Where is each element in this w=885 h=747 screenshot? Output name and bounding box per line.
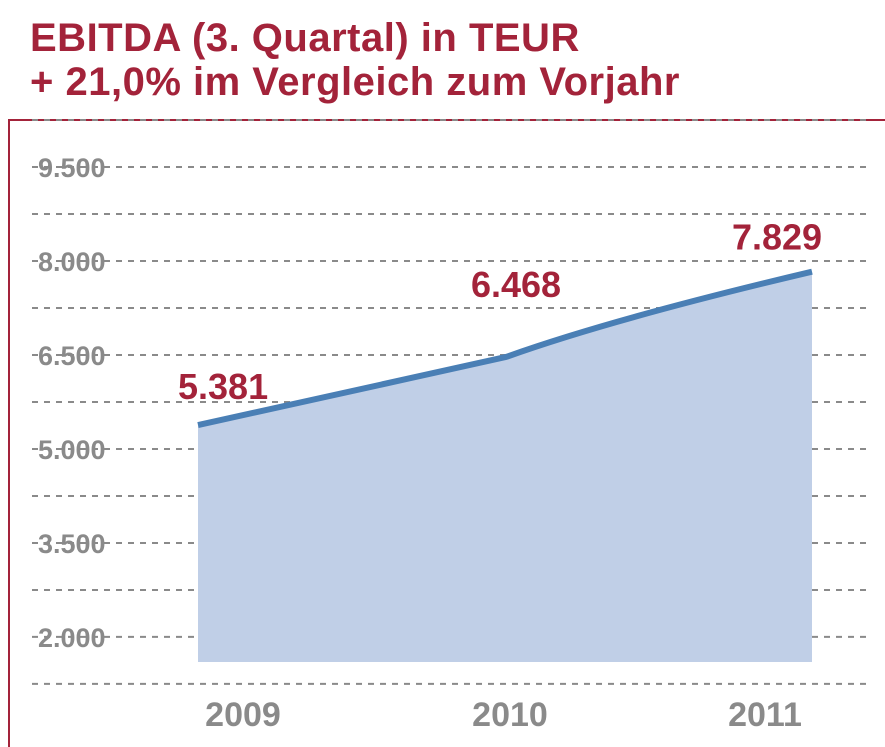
data-label: 5.381 xyxy=(178,366,268,407)
chart-title-line-1: EBITDA (3. Quartal) in TEUR xyxy=(30,16,580,60)
title-divider-rule xyxy=(8,119,885,121)
y-tick-label: 2.000 xyxy=(38,623,106,653)
area-layer xyxy=(198,271,812,662)
left-frame-rule xyxy=(8,119,10,747)
chart-title-line-2: + 21,0% im Vergleich zum Vorjahr xyxy=(30,60,680,104)
x-tick-label: 2009 xyxy=(205,696,281,734)
series-line xyxy=(197,268,813,429)
y-tick-label: 6.500 xyxy=(38,341,106,371)
x-tick-labels: 2009 2010 2011 xyxy=(205,696,802,734)
data-labels: 5.381 6.468 7.829 xyxy=(178,217,822,407)
y-tick-label: 9.500 xyxy=(38,153,106,183)
data-label: 6.468 xyxy=(471,264,561,305)
data-label: 7.829 xyxy=(732,217,822,258)
area-fill xyxy=(198,271,812,662)
line-layer xyxy=(197,268,813,429)
y-tick-labels: 2.000 3.500 5.000 6.500 8.000 9.500 xyxy=(38,153,106,653)
chart-title: EBITDA (3. Quartal) in TEUR + 21,0% im V… xyxy=(30,16,870,104)
y-tick-label: 3.500 xyxy=(38,529,106,559)
y-tick-label: 8.000 xyxy=(38,247,106,277)
y-tick-label: 5.000 xyxy=(38,435,106,465)
x-tick-label: 2010 xyxy=(472,696,548,734)
x-tick-label: 2011 xyxy=(728,696,802,734)
